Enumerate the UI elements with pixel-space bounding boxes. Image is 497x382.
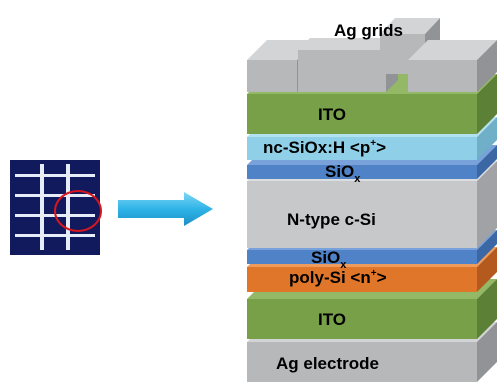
grid-finger (15, 234, 95, 237)
ag-electrode-label: Ag electrode (276, 354, 379, 373)
nc-siox-label: nc-SiOx:H <p+> (263, 138, 386, 157)
ag-grid-block-far-right (408, 40, 497, 92)
arrow-right-icon (118, 192, 213, 226)
busbar-left (40, 164, 44, 250)
grid-finger (15, 194, 95, 197)
poly-si-label: poly-Si <n+> (289, 268, 387, 287)
ag-grids-label: Ag grids (334, 21, 403, 40)
ito-top-label: ITO (318, 105, 347, 124)
n-type-csi-label: N-type c-Si (287, 210, 376, 229)
zoom-highlight-circle (54, 190, 102, 232)
siox-bottom-label: SiOx (311, 248, 347, 271)
ito-bottom-label: ITO (318, 310, 347, 329)
grid-finger (15, 174, 95, 177)
siox-top-label: SiOx (325, 162, 361, 185)
